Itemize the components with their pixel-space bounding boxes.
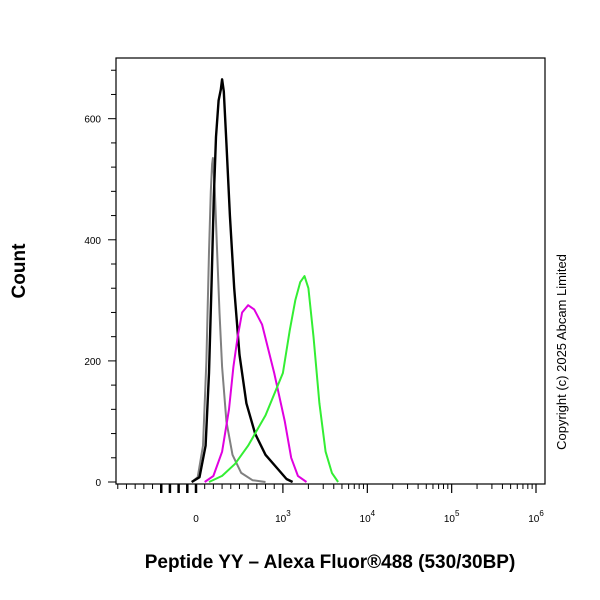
x-tick-label: 0 <box>193 514 199 525</box>
x-tick-label: 104 <box>360 509 376 525</box>
y-tick-label: 200 <box>84 357 101 368</box>
plot-frame <box>115 57 546 485</box>
y-tick-label: 600 <box>84 115 101 126</box>
x-axis: 0 103 104 105 106 <box>117 484 544 525</box>
x-tick-label: 106 <box>528 509 544 525</box>
y-tick-label: 400 <box>84 236 101 247</box>
copyright-notice: Copyright (c) 2025 Abcam Limited <box>554 254 569 450</box>
x-tick-label: 103 <box>275 509 291 525</box>
y-tick-label: 0 <box>95 478 101 489</box>
histogram-series-2 <box>191 78 294 484</box>
histogram-series-3 <box>204 304 308 483</box>
x-tick-label: 105 <box>444 509 460 525</box>
series-group <box>191 78 339 484</box>
y-axis: 0 200 400 600 <box>84 69 116 489</box>
x-axis-title: Peptide YY – Alexa Fluor®488 (530/30BP) <box>145 552 516 573</box>
y-axis-title: Count <box>9 243 30 299</box>
histogram-series-4 <box>208 275 339 483</box>
